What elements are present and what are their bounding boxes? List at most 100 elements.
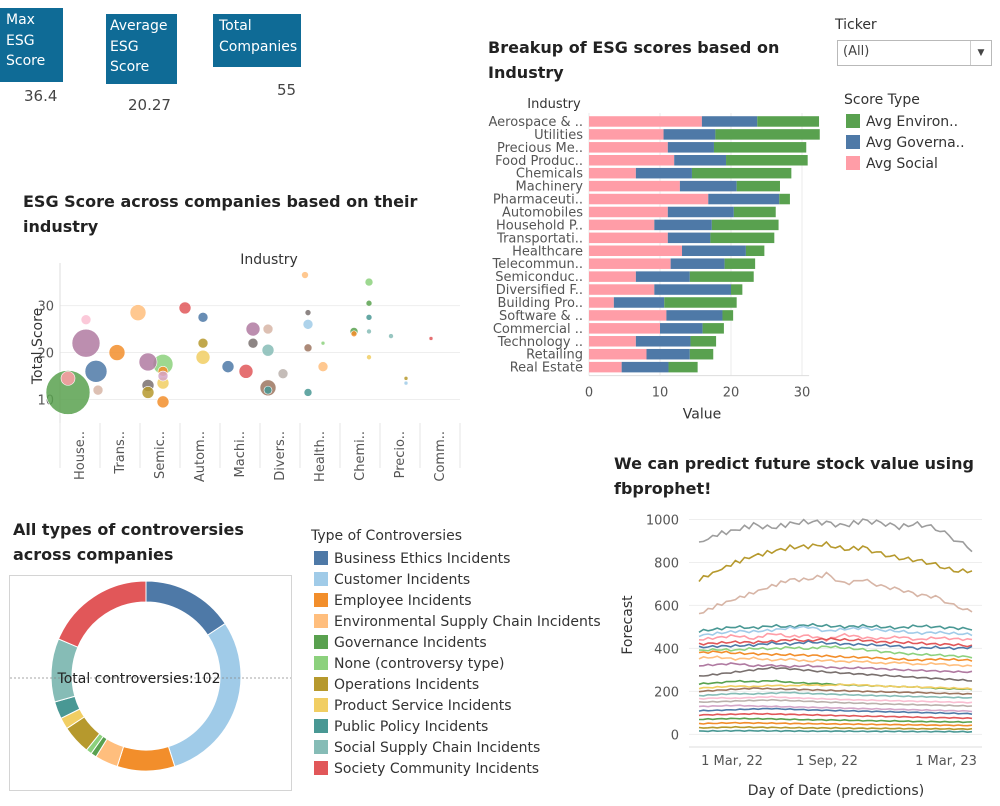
- legend-swatch: [314, 740, 328, 754]
- bar-segment: [589, 284, 655, 295]
- kpi-line: Max: [6, 12, 35, 28]
- x-axis-title: Value: [683, 407, 721, 423]
- category-tick-label: Comm..: [433, 431, 448, 482]
- bar-segment: [589, 219, 655, 231]
- x-axis-title: Day of Date (predictions): [748, 783, 924, 799]
- legend-item-controversy[interactable]: Environmental Supply Chain Incidents: [314, 614, 601, 630]
- y-axis-title: Total Score: [30, 308, 46, 385]
- x-tick-label: 0: [585, 386, 593, 401]
- industry-tick-label: Automobiles: [502, 205, 583, 220]
- bar-segment: [670, 258, 725, 269]
- y-tick-label: 1000: [646, 513, 679, 528]
- forecast-series-line: [698, 717, 973, 724]
- x-tick-label: 30: [794, 386, 811, 401]
- legend-item-controversy[interactable]: Customer Incidents: [314, 572, 470, 588]
- forecast-series-line: [698, 687, 973, 696]
- scatter-point: [262, 323, 274, 335]
- forecast-series-line: [698, 691, 973, 699]
- scatter-point: [221, 360, 235, 373]
- x-tick-label: 1 Sep, 22: [796, 754, 858, 769]
- bar-segment: [689, 271, 754, 282]
- scatter-point: [60, 371, 76, 386]
- scatter-point: [108, 344, 126, 361]
- bar-segment: [779, 193, 790, 205]
- scatter-point: [388, 333, 394, 339]
- legend-swatch: [314, 761, 328, 775]
- legend-swatch: [314, 719, 328, 733]
- industry-tick-label: Precious Me..: [497, 141, 583, 156]
- forecast-series-line: [698, 666, 973, 682]
- kpi-avg-esg-value: 20.27: [128, 96, 171, 114]
- industry-tick-label: Utilities: [534, 128, 583, 143]
- title-line: ESG Score across companies based on thei…: [23, 192, 418, 211]
- legend-item-controversy[interactable]: None (controversy type): [314, 656, 505, 672]
- legend-item-controversy[interactable]: Society Community Incidents: [314, 761, 539, 777]
- legend-item-controversy[interactable]: Business Ethics Incidents: [314, 551, 510, 567]
- legend-label: Environmental Supply Chain Incidents: [334, 614, 601, 630]
- ticker-dropdown[interactable]: (All) ▼: [837, 40, 992, 66]
- scatter-point: [428, 336, 434, 341]
- legend-label: None (controversy type): [334, 656, 505, 672]
- scatter-point: [263, 385, 273, 395]
- industry-tick-label: Telecommun..: [491, 257, 583, 272]
- legend-label: Social Supply Chain Incidents: [334, 740, 541, 756]
- bar-segment: [679, 180, 737, 192]
- legend-item-controversy[interactable]: Governance Incidents: [314, 635, 487, 651]
- industry-tick-label: Pharmaceuti..: [493, 193, 583, 208]
- industry-tick-label: Diversified F..: [496, 283, 583, 298]
- bar-segment: [663, 129, 716, 140]
- title-line: Breakup of ESG scores based on: [488, 38, 780, 57]
- bar-segment: [635, 336, 691, 347]
- scatter-point: [366, 354, 372, 361]
- forecast-series-line: [698, 645, 973, 659]
- legend-item-controversy[interactable]: Employee Incidents: [314, 593, 472, 609]
- title-line: industry: [23, 217, 99, 236]
- legend-swatch: [846, 135, 860, 149]
- scatter-point: [320, 340, 326, 346]
- legend-item-avg-governa[interactable]: Avg Governa..: [846, 135, 965, 151]
- bar-segment: [589, 323, 660, 334]
- industry-tick-label: Household P..: [496, 218, 583, 233]
- category-tick-label: House..: [73, 431, 88, 480]
- legend-item-controversy[interactable]: Public Policy Incidents: [314, 719, 488, 735]
- kpi-line: Total: [219, 18, 252, 34]
- category-tick-label: Divers..: [273, 431, 288, 481]
- x-tick-label: 10: [652, 386, 669, 401]
- scatter-point: [129, 304, 147, 321]
- title-line: All types of controversies: [13, 520, 244, 539]
- chevron-down-icon[interactable]: ▼: [970, 41, 991, 65]
- kpi-line: ESG: [110, 38, 139, 55]
- legend-item-avg-environ[interactable]: Avg Environ..: [846, 114, 958, 130]
- bar-segment: [715, 129, 820, 140]
- bar-segment: [724, 258, 756, 269]
- legend-item-avg-social[interactable]: Avg Social: [846, 156, 938, 172]
- y-tick-label: 0: [671, 728, 679, 743]
- bar-segment: [731, 284, 743, 295]
- scatter-chart-title: ESG Score across companies based on thei…: [23, 189, 417, 239]
- scatter-point: [245, 321, 261, 337]
- bar-segment: [589, 310, 667, 321]
- forecast-series-line: [698, 712, 973, 720]
- legend-item-controversy[interactable]: Product Service Incidents: [314, 698, 512, 714]
- kpi-total-companies-value: 55: [277, 81, 297, 99]
- esg-breakup-bar-chart: Industry Aerospace & ..UtilitiesPrecious …: [489, 97, 820, 423]
- scatter-point: [277, 368, 289, 379]
- scatter-point: [403, 376, 409, 381]
- bar-segment: [664, 297, 737, 308]
- bar-segment: [701, 116, 758, 127]
- forecast-series-line: [698, 698, 973, 708]
- bar-segment: [713, 142, 807, 153]
- legend-label: Avg Social: [866, 156, 938, 172]
- scatter-point: [195, 349, 211, 365]
- bar-segment: [589, 180, 680, 192]
- y-tick-label: 30: [37, 300, 54, 315]
- kpi-line: Companies: [219, 38, 298, 55]
- bar-segment: [733, 206, 776, 218]
- scatter-point: [84, 360, 108, 383]
- legend-item-controversy[interactable]: Operations Incidents: [314, 677, 479, 693]
- legend-item-controversy[interactable]: Social Supply Chain Incidents: [314, 740, 540, 756]
- forecast-series-line: [698, 655, 973, 668]
- scatter-point: [80, 314, 92, 325]
- scatter-point: [403, 380, 409, 386]
